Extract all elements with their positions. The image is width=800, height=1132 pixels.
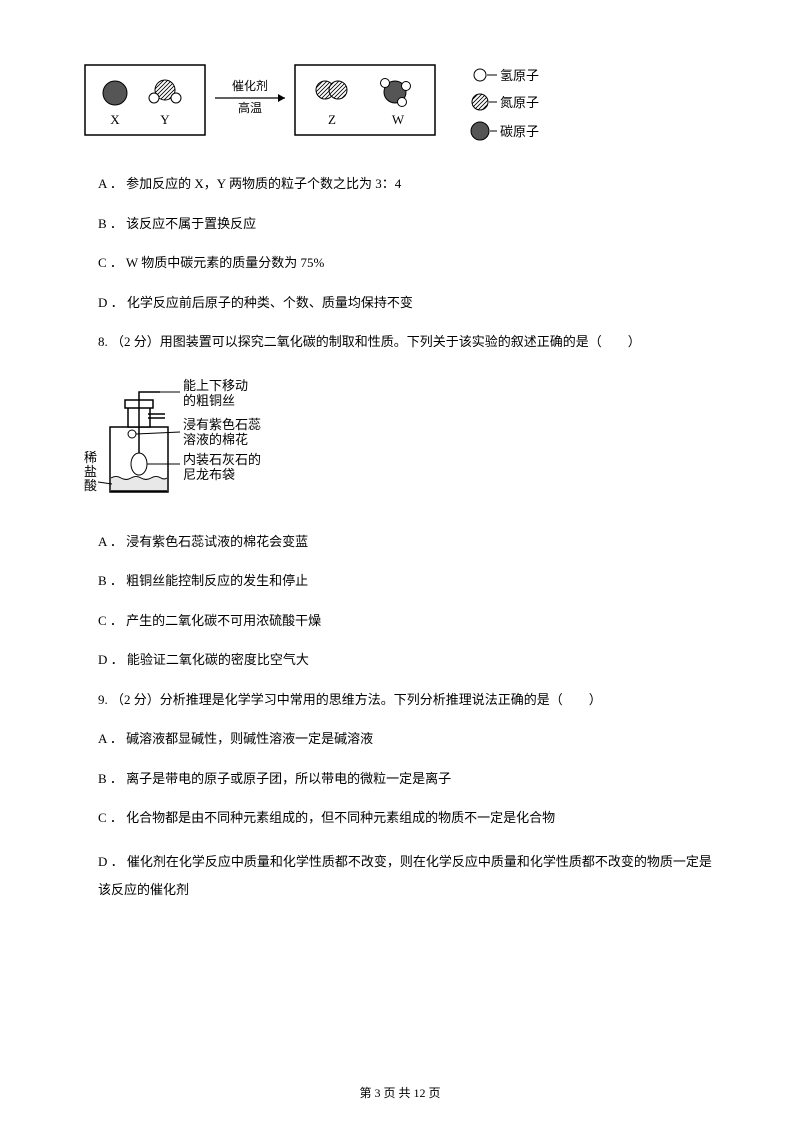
label-wire-1: 能上下移动	[183, 378, 248, 393]
q9-option-b: B ． 离子是带电的原子或原子团，所以带电的微粒一定是离子	[80, 769, 720, 789]
q8-option-a: A ． 浸有紫色石蕊试液的棉花会变蓝	[80, 532, 720, 552]
arrow-bottom-label: 高温	[238, 100, 262, 115]
apparatus-diagram: 稀 盐 酸 能上下移动 的粗铜丝 浸有紫色石蕊 溶液的棉花 内装石灰石的 尼龙布…	[80, 372, 720, 512]
q7-option-b: B ． 该反应不属于置换反应	[80, 214, 720, 234]
q8-option-d: D ． 能验证二氧化碳的密度比空气大	[80, 650, 720, 670]
legend-n: 氮原子	[500, 95, 539, 110]
page-footer: 第 3 页 共 12 页	[0, 1084, 800, 1102]
arrow-top-label: 催化剂	[232, 78, 268, 93]
legend-c: 碳原子	[500, 124, 539, 139]
q7-option-c: C ． W 物质中碳元素的质量分数为 75%	[80, 253, 720, 273]
w-label: W	[392, 112, 405, 127]
q9-stem: 9. （2 分）分析推理是化学学习中常用的思维方法。下列分析推理说法正确的是（ …	[80, 690, 720, 710]
svg-text:酸: 酸	[84, 478, 97, 493]
reaction-svg: X Y 催化剂 高温 Z W 氢原子 氮原子 碳原子	[80, 60, 580, 150]
z-label: Z	[328, 112, 336, 127]
legend-h: 氢原子	[500, 68, 539, 83]
label-wire-2: 的粗铜丝	[183, 393, 235, 408]
q9-option-a: A ． 碱溶液都显碱性，则碱性溶液一定是碱溶液	[80, 729, 720, 749]
svg-text:盐: 盐	[84, 464, 97, 479]
q7-option-a: A ． 参加反应的 X，Y 两物质的粒子个数之比为 3：4	[80, 174, 720, 194]
y-label: Y	[160, 112, 170, 127]
label-bag-2: 尼龙布袋	[183, 467, 235, 482]
q9-option-d: D ． 催化剂在化学反应中质量和化学性质都不改变，则在化学反应中质量和化学性质都…	[98, 854, 712, 898]
label-acid-1: 稀	[84, 450, 97, 465]
apparatus-svg: 稀 盐 酸 能上下移动 的粗铜丝 浸有紫色石蕊 溶液的棉花 内装石灰石的 尼龙布…	[80, 372, 340, 512]
x-label: X	[110, 112, 120, 127]
q8-option-c: C ． 产生的二氧化碳不可用浓硫酸干燥	[80, 611, 720, 631]
q8-option-b: B ． 粗铜丝能控制反应的发生和停止	[80, 571, 720, 591]
label-cotton-1: 浸有紫色石蕊	[183, 417, 261, 432]
q9-option-c: C ． 化合物都是由不同种元素组成的，但不同种元素组成的物质不一定是化合物	[80, 808, 720, 828]
label-bag-1: 内装石灰石的	[183, 452, 261, 467]
reaction-diagram: X Y 催化剂 高温 Z W 氢原子 氮原子 碳原子	[80, 60, 720, 150]
q7-option-d: D ． 化学反应前后原子的种类、个数、质量均保持不变	[80, 293, 720, 313]
label-cotton-2: 溶液的棉花	[183, 432, 248, 447]
q8-stem: 8. （2 分）用图装置可以探究二氧化碳的制取和性质。下列关于该实验的叙述正确的…	[80, 332, 720, 352]
